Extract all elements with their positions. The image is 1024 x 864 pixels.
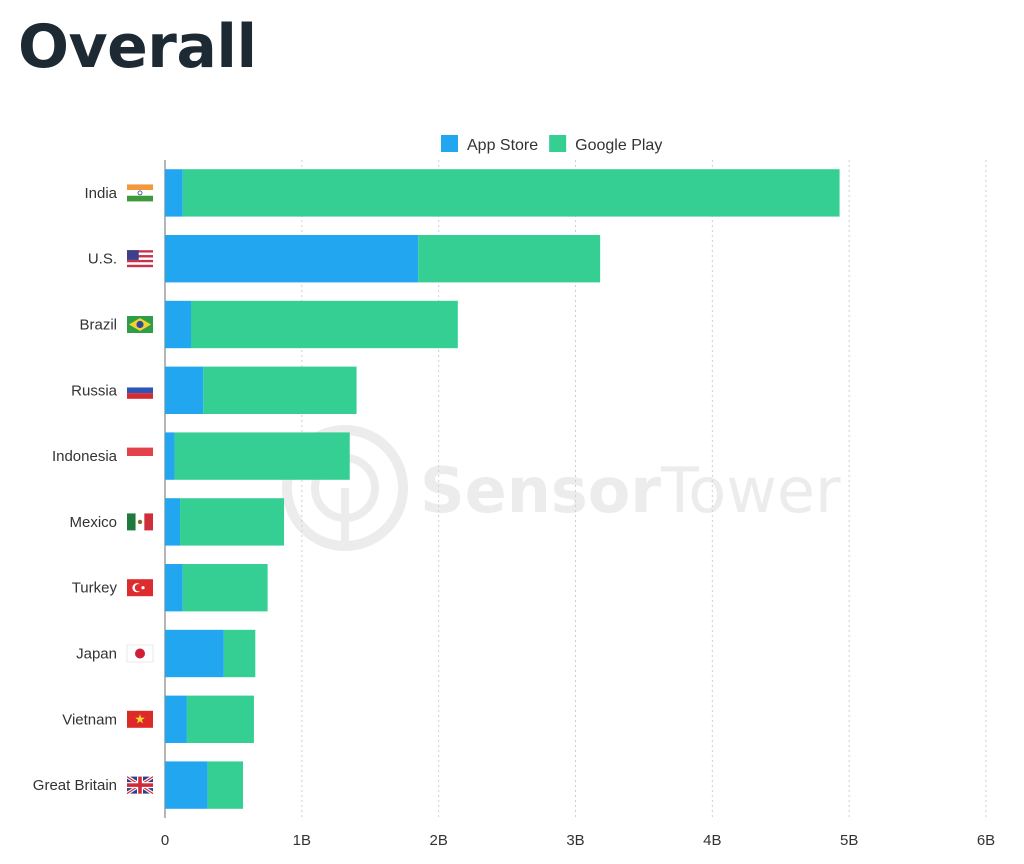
x-tick-label: 0 [161, 832, 169, 849]
bar-segment-google-play [182, 169, 840, 217]
legend: App Store Google Play [441, 135, 662, 154]
bar-segment-google-play [203, 366, 357, 414]
indonesia-flag-icon [127, 447, 153, 465]
x-tick-label: 6B [977, 832, 995, 849]
us-flag-icon [127, 250, 153, 268]
japan-flag-icon [126, 644, 154, 663]
bar-segment-google-play [190, 300, 458, 349]
bar-segment-app-store [165, 432, 175, 480]
x-tick-label: 5B [840, 832, 858, 849]
category-labels: India U.S. Brazil Russia Indonesia Mexico Turk… [33, 185, 118, 794]
legend-label: App Store [467, 137, 538, 154]
x-tick-label: 1B [293, 832, 311, 849]
category-label: Russia [71, 382, 118, 399]
page-title: Overall [18, 12, 257, 82]
watermark-text-bold: Sensor [420, 454, 661, 527]
watermark-text: SensorTower [420, 454, 841, 527]
bar-segment-app-store [165, 235, 419, 283]
legend-label: Google Play [575, 137, 662, 154]
bar-segment-google-play [182, 564, 268, 612]
legend-swatch [549, 135, 567, 152]
category-label: Mexico [69, 514, 117, 531]
category-label: Japan [76, 646, 117, 663]
bar-segment-app-store [165, 629, 224, 678]
mexico-flag-icon [127, 513, 153, 531]
bar-segment-google-play [223, 629, 256, 678]
bar-segment-app-store [165, 761, 208, 809]
bar-segment-app-store [165, 564, 183, 612]
bar-segment-app-store [165, 366, 204, 414]
legend-swatch [441, 135, 458, 152]
bar-segment-google-play [186, 695, 254, 743]
category-label: Vietnam [62, 711, 117, 728]
category-label: Brazil [79, 317, 117, 334]
bar-segment-google-play [174, 432, 350, 480]
x-tick-label: 4B [703, 832, 721, 849]
x-tick-label: 3B [566, 832, 584, 849]
bar-segment-app-store [165, 169, 183, 217]
category-label: Great Britain [33, 777, 117, 794]
watermark-text-light: Tower [660, 454, 841, 527]
bar-segment-google-play [418, 235, 601, 283]
category-label: U.S. [88, 251, 117, 268]
russia-flag-icon [127, 381, 153, 399]
category-flags [126, 184, 154, 796]
bar-segment-app-store [165, 300, 191, 349]
category-label: India [84, 185, 117, 202]
category-label: Indonesia [52, 448, 118, 465]
turkey-flag-icon [127, 579, 153, 597]
bar-segment-app-store [165, 695, 187, 743]
bar-segment-google-play [207, 761, 243, 809]
watermark: SensorTower [282, 425, 841, 551]
bar-segment-google-play [180, 498, 285, 546]
category-label: Turkey [72, 580, 118, 597]
bars [165, 169, 840, 809]
bar-segment-app-store [165, 498, 181, 546]
brazil-flag-icon [127, 316, 153, 333]
india-flag-icon [127, 184, 153, 202]
vietnam-flag-icon [127, 710, 153, 728]
x-tick-label: 2B [429, 832, 447, 849]
x-axis-tick-labels: 0 1B 2B 3B 4B 5B 6B [161, 832, 995, 849]
great-britain-flag-icon [126, 775, 154, 796]
